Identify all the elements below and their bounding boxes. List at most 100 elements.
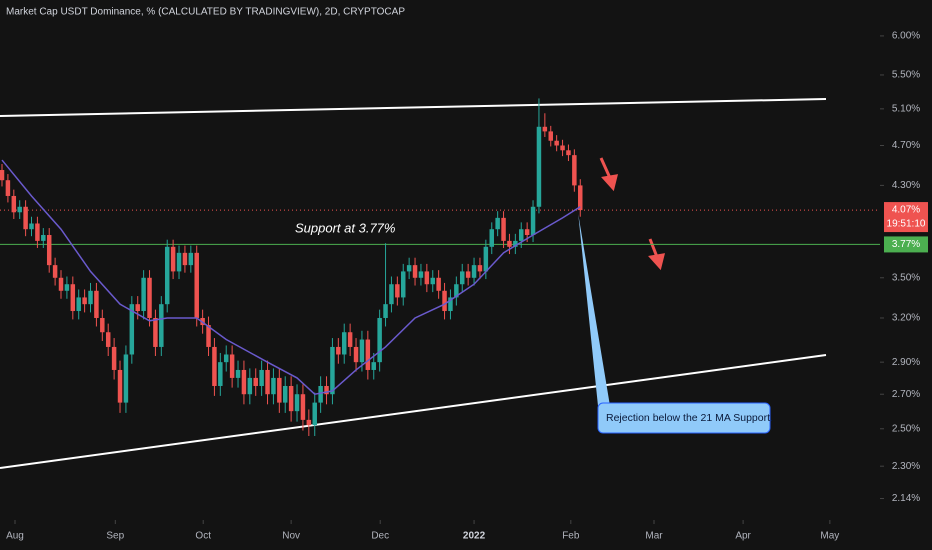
candle-body [247,377,253,395]
y-tick-label: 4.70% [892,140,920,151]
y-tick-label: 2.14% [892,493,920,504]
x-tick-label: 2022 [463,531,486,542]
candle-body [23,206,28,230]
candle-body [194,252,199,318]
candle-body [460,271,465,285]
candle-body [424,271,430,285]
x-tick-label: May [820,531,839,542]
x-tick-label: Sep [106,531,124,542]
candle-body [5,180,11,196]
y-tick-label: 4.30% [892,180,920,191]
candle-body [188,252,194,266]
y-tick-label: 3.20% [892,313,920,324]
candle-body [100,317,105,333]
arrow [599,157,666,271]
candle-body [288,385,294,412]
candle-body [483,246,489,272]
candle-body [164,246,170,305]
x-tick-label: Dec [371,531,389,542]
candle-body [271,377,276,395]
candle-body [206,325,211,347]
candle-body [353,346,359,363]
candle-body [0,170,5,181]
candle-body [129,304,135,355]
candle-body [170,246,176,272]
candle-body [400,271,406,298]
y-tick-label: 2.50% [892,423,920,434]
candle-body [406,265,412,272]
candle-body [324,385,329,395]
candle-body [389,284,394,305]
y-tick-label: 2.70% [892,389,920,400]
candle-body [265,369,270,395]
candle-body [294,394,300,412]
candle-body [554,140,559,146]
candle-body [58,277,64,291]
candle-body [347,332,353,347]
channel-bottom [0,354,827,469]
candle-body [395,284,400,298]
channel-top [0,98,827,117]
candle-body [566,150,571,156]
countdown-label: 19:51:10 [887,219,926,230]
callout-box [597,402,771,434]
moving-average [1,159,581,396]
y-tick-label: 5.50% [892,70,920,81]
candle-body [94,290,99,318]
candle-body [465,271,471,278]
candle-body [560,145,565,151]
x-tick-label: Mar [645,531,663,542]
candle-body [519,229,524,241]
candle-body [513,240,518,247]
candle-body [64,284,70,291]
candle-body [341,332,347,355]
callout-text: Rejection below the 21 MA Support. [606,412,773,424]
candle-body [454,284,459,298]
candle-body [117,369,123,403]
candle-body [448,297,453,312]
candle-body [218,362,223,386]
candle-body [76,297,81,312]
candle-body [259,369,264,386]
candle-body [88,290,93,305]
candle-body [495,217,500,230]
candle-body [530,206,536,236]
candle-body [135,304,140,312]
callout-pointer [578,214,610,406]
candle-body [430,277,435,285]
candle-body [489,229,494,247]
y-tick-label: 5.10% [892,103,920,114]
candle-body [153,317,158,347]
candle-body [507,240,512,247]
candle-body [111,346,117,370]
x-tick-label: Nov [282,531,300,542]
candle-body [41,235,46,241]
candle-body [159,304,164,347]
candle-body [477,265,483,272]
candle-body [572,155,577,186]
x-tick-label: Oct [195,531,211,542]
candle-body [176,252,182,272]
candle-body [229,354,235,378]
support-annotation: Support at 3.77% [295,220,395,235]
candle-body [105,332,111,347]
candle-body [212,346,217,386]
candle-body [442,290,447,312]
candle-body [182,252,188,266]
candle-body [11,195,17,213]
candle-body [330,346,335,395]
candle-body [418,271,424,278]
support-price-box [884,236,928,253]
candle-body [524,229,530,236]
candle-body [29,223,34,230]
candle-body [578,185,583,211]
candle-body [241,369,247,395]
candle-body [542,126,548,132]
candle-body [501,217,506,241]
candle-body [70,284,76,312]
x-tick-label: Feb [562,531,580,542]
y-tick-label: 2.30% [892,461,920,472]
candle-body [306,419,312,426]
candle-body [147,277,152,318]
